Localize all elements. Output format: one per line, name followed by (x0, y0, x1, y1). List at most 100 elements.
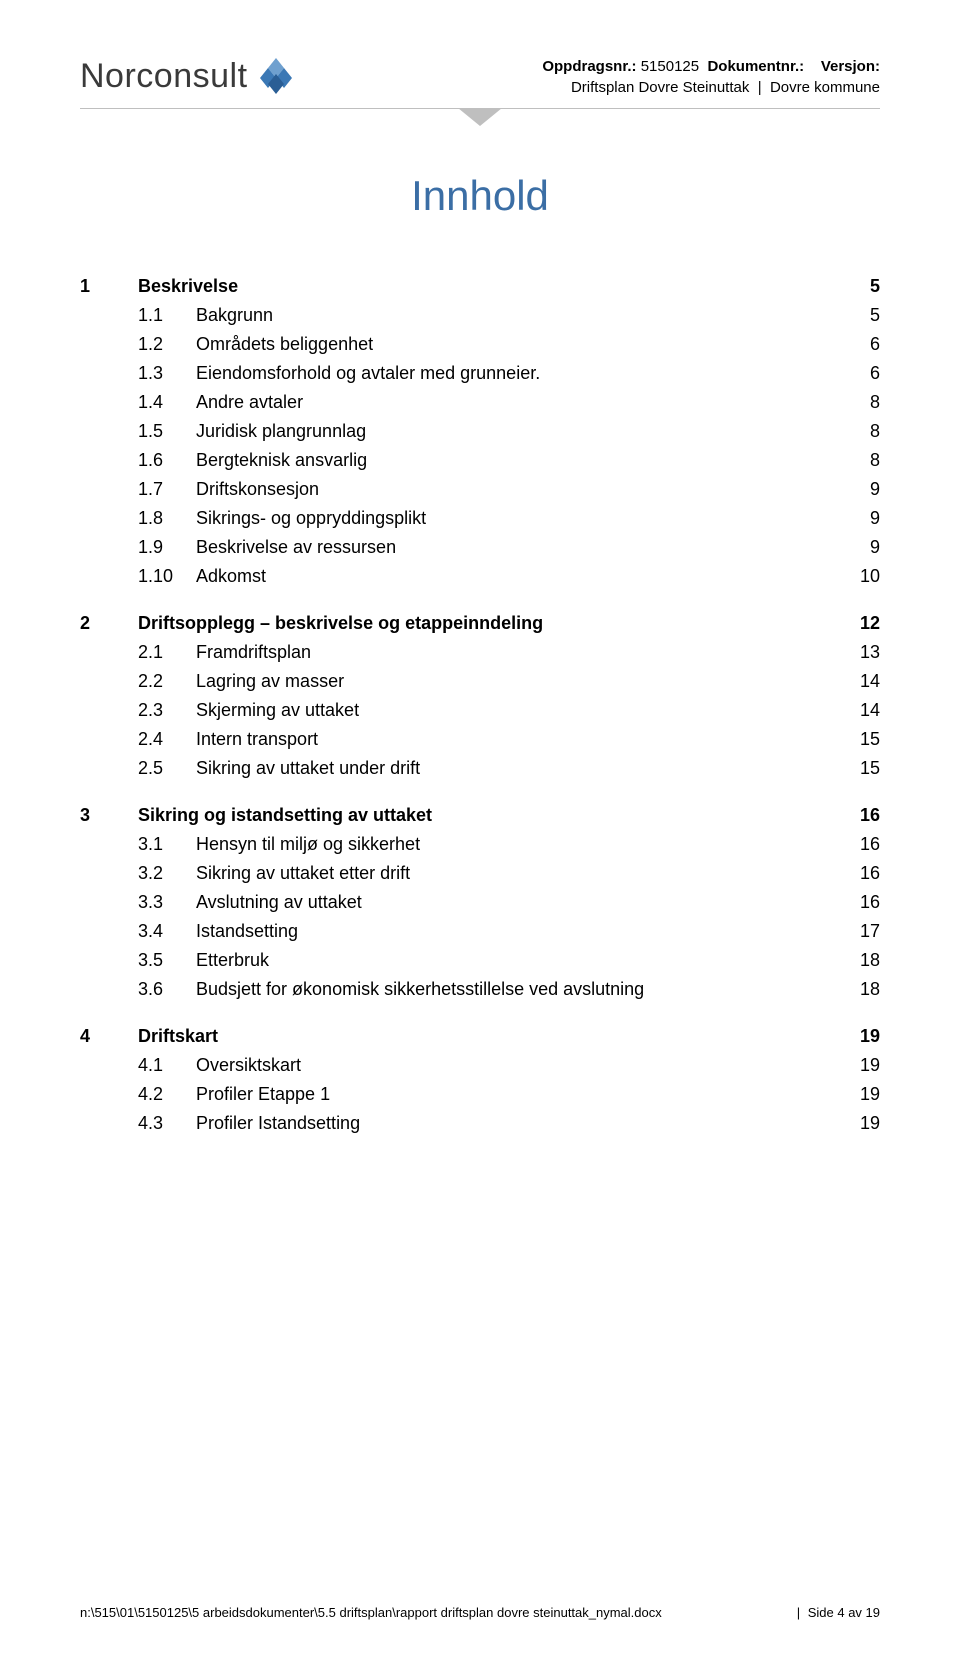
toc-num: 1.8 (138, 508, 196, 529)
toc-row[interactable]: 3.5Etterbruk18 (80, 950, 880, 971)
toc-page: 16 (840, 805, 880, 826)
toc-label: Sikring av uttaket under drift (196, 758, 840, 779)
meta-sep: | (754, 79, 770, 96)
toc-row[interactable]: 3.4Istandsetting17 (80, 921, 880, 942)
toc-label: Sikrings- og oppryddingsplikt (196, 508, 840, 529)
toc-num: 3.2 (138, 863, 196, 884)
toc-num: 1.3 (138, 363, 196, 384)
toc-label: Etterbruk (196, 950, 840, 971)
toc-label: Sikring og istandsetting av uttaket (138, 805, 840, 826)
toc-row[interactable]: 1.5Juridisk plangrunnlag8 (80, 421, 880, 442)
toc-num: 1.7 (138, 479, 196, 500)
toc-label: Oversiktskart (196, 1055, 840, 1076)
toc-label: Driftskonsesjon (196, 479, 840, 500)
toc-label: Andre avtaler (196, 392, 840, 413)
header: Norconsult Oppdragsnr.: 5150125 Dokument… (80, 56, 880, 98)
toc-page: 14 (840, 671, 880, 692)
toc-label: Profiler Istandsetting (196, 1113, 840, 1134)
toc-page: 8 (840, 421, 880, 442)
toc-num: 1.6 (138, 450, 196, 471)
toc-label: Intern transport (196, 729, 840, 750)
toc-row[interactable]: 2.2Lagring av masser14 (80, 671, 880, 692)
toc-row[interactable]: 1.2Områdets beliggenhet6 (80, 334, 880, 355)
logo-text: Norconsult (80, 57, 248, 96)
toc-row[interactable]: 3Sikring og istandsetting av uttaket16 (80, 805, 880, 826)
footer-path: n:\515\01\5150125\5 arbeidsdokumenter\5.… (80, 1605, 662, 1620)
toc-page: 19 (840, 1084, 880, 1105)
toc-row[interactable]: 1.1Bakgrunn5 (80, 305, 880, 326)
toc-label: Budsjett for økonomisk sikkerhetsstillel… (196, 979, 840, 1000)
toc-num: 2.1 (138, 642, 196, 663)
toc-label: Framdriftsplan (196, 642, 840, 663)
meta-doc-title: Driftsplan Dovre Steinuttak (571, 79, 749, 96)
toc-num: 1.9 (138, 537, 196, 558)
toc-row[interactable]: 1.4Andre avtaler8 (80, 392, 880, 413)
toc-label: Adkomst (196, 566, 840, 587)
toc-row[interactable]: 1.9Beskrivelse av ressursen9 (80, 537, 880, 558)
toc-row[interactable]: 1Beskrivelse5 (80, 276, 880, 297)
toc-page: 6 (840, 363, 880, 384)
toc-page: 18 (840, 979, 880, 1000)
footer: n:\515\01\5150125\5 arbeidsdokumenter\5.… (80, 1605, 880, 1620)
page: Norconsult Oppdragsnr.: 5150125 Dokument… (0, 0, 960, 1662)
toc-num: 2.5 (138, 758, 196, 779)
toc-label: Beskrivelse (138, 276, 840, 297)
toc-page: 17 (840, 921, 880, 942)
toc-num: 3 (80, 805, 138, 826)
toc-row[interactable]: 1.10Adkomst10 (80, 566, 880, 587)
toc-page: 19 (840, 1055, 880, 1076)
toc-label: Lagring av masser (196, 671, 840, 692)
header-meta: Oppdragsnr.: 5150125 Dokumentnr.: Versjo… (542, 56, 880, 98)
header-meta-line1: Oppdragsnr.: 5150125 Dokumentnr.: Versjo… (542, 56, 880, 77)
toc-num: 1.4 (138, 392, 196, 413)
toc-page: 8 (840, 392, 880, 413)
chevron-down-icon (80, 108, 880, 132)
footer-page-label: Side 4 av 19 (808, 1605, 880, 1620)
toc-page: 6 (840, 334, 880, 355)
meta-val-oppdragsnr: 5150125 (641, 58, 699, 75)
toc-row[interactable]: 3.1Hensyn til miljø og sikkerhet16 (80, 834, 880, 855)
toc-row[interactable]: 2.3Skjerming av uttaket14 (80, 700, 880, 721)
toc-num: 1.10 (138, 566, 196, 587)
toc-row[interactable]: 4.2Profiler Etappe 119 (80, 1084, 880, 1105)
toc-row[interactable]: 4Driftskart19 (80, 1026, 880, 1047)
toc-page: 5 (840, 305, 880, 326)
toc-page: 16 (840, 834, 880, 855)
toc-page: 9 (840, 537, 880, 558)
meta-doc-kommune: Dovre kommune (770, 79, 880, 96)
toc-num: 2.4 (138, 729, 196, 750)
toc-row[interactable]: 3.3Avslutning av uttaket16 (80, 892, 880, 913)
toc-row[interactable]: 2.5Sikring av uttaket under drift15 (80, 758, 880, 779)
toc-label: Istandsetting (196, 921, 840, 942)
toc-label: Bakgrunn (196, 305, 840, 326)
toc-row[interactable]: 2.1Framdriftsplan13 (80, 642, 880, 663)
toc-page: 13 (840, 642, 880, 663)
toc-row[interactable]: 2.4Intern transport15 (80, 729, 880, 750)
toc-num: 3.3 (138, 892, 196, 913)
toc-num: 1 (80, 276, 138, 297)
toc-page: 16 (840, 892, 880, 913)
toc-page: 19 (840, 1026, 880, 1047)
toc-page: 9 (840, 479, 880, 500)
toc-label: Driftsopplegg – beskrivelse og etappeinn… (138, 613, 840, 634)
toc-page: 18 (840, 950, 880, 971)
toc-label: Områdets beliggenhet (196, 334, 840, 355)
toc-page: 10 (840, 566, 880, 587)
toc-page: 5 (840, 276, 880, 297)
toc-row[interactable]: 3.6Budsjett for økonomisk sikkerhetsstil… (80, 979, 880, 1000)
toc-row[interactable]: 4.3Profiler Istandsetting19 (80, 1113, 880, 1134)
toc-num: 4.1 (138, 1055, 196, 1076)
toc-row[interactable]: 1.3Eiendomsforhold og avtaler med grunne… (80, 363, 880, 384)
header-meta-line2: Driftsplan Dovre Steinuttak | Dovre komm… (542, 77, 880, 98)
toc-row[interactable]: 2Driftsopplegg – beskrivelse og etappein… (80, 613, 880, 634)
toc-row[interactable]: 1.6Bergteknisk ansvarlig8 (80, 450, 880, 471)
meta-label-dokumentnr: Dokumentnr.: (707, 58, 804, 75)
toc-row[interactable]: 1.7Driftskonsesjon9 (80, 479, 880, 500)
toc-num: 2.2 (138, 671, 196, 692)
meta-label-oppdragsnr: Oppdragsnr.: (542, 58, 636, 75)
toc-num: 3.5 (138, 950, 196, 971)
toc-row[interactable]: 3.2Sikring av uttaket etter drift16 (80, 863, 880, 884)
toc-row[interactable]: 1.8Sikrings- og oppryddingsplikt9 (80, 508, 880, 529)
toc-page: 16 (840, 863, 880, 884)
toc-row[interactable]: 4.1Oversiktskart19 (80, 1055, 880, 1076)
